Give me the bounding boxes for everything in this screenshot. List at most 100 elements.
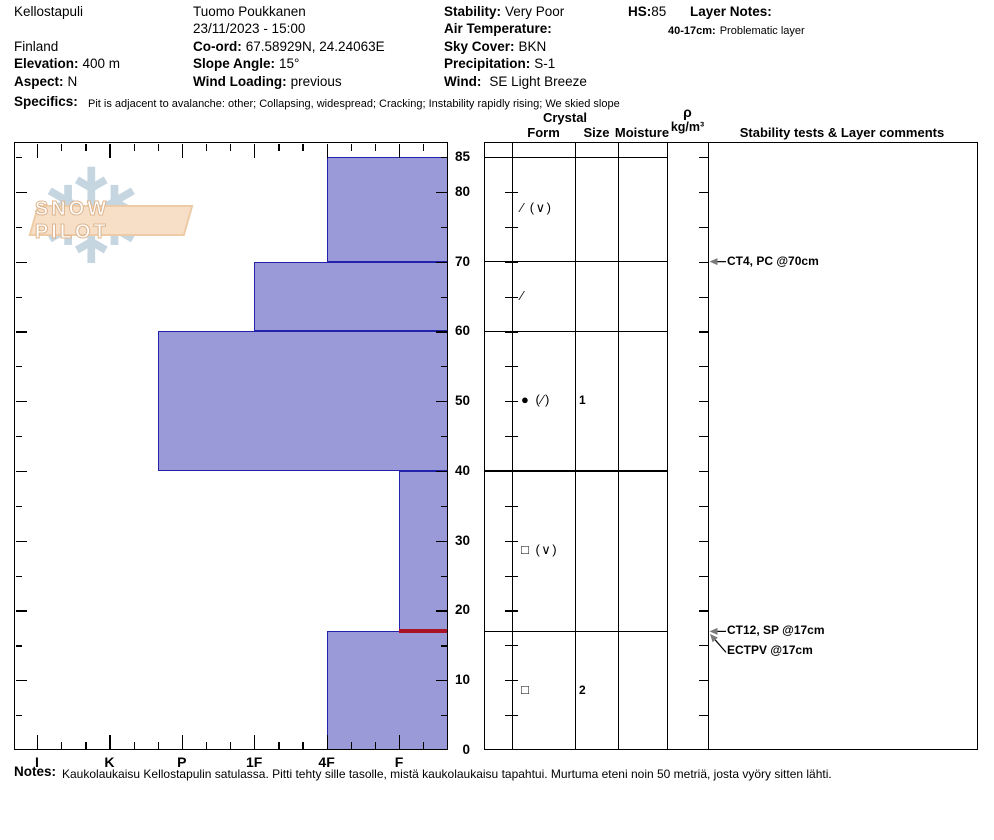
depth-axis-tick: [15, 680, 27, 682]
wind-loading: Wind Loading: previous: [193, 74, 342, 89]
density-depth-tick: [699, 191, 708, 193]
snow-height: HS:85: [628, 4, 667, 19]
stability-test-label: CT4, PC @70cm: [727, 253, 819, 268]
depth-axis-tick: [15, 401, 27, 403]
grid-depth-tick: [505, 296, 518, 298]
hardness-axis-tick: [181, 734, 184, 749]
depth-axis-tick: [435, 540, 447, 542]
depth-axis-tick: [435, 680, 447, 682]
depth-axis-tick: [440, 366, 447, 368]
grid-depth-tick: [505, 470, 518, 473]
stability-rating: Stability: Very Poor: [444, 4, 565, 19]
slope-angle: Slope Angle: 15°: [193, 56, 300, 71]
hardness-axis-tick: [61, 741, 63, 749]
grid-layer-boundary-line: [484, 630, 667, 632]
hardness-axis-label: P: [177, 754, 187, 770]
hardness-axis-tick: [399, 734, 401, 749]
depth-axis-tick: [15, 191, 27, 194]
hardness-axis-tick: [37, 143, 39, 158]
hardness-axis-tick: [423, 741, 425, 749]
specifics-label: Specifics:: [14, 94, 78, 109]
grid-depth-tick: [505, 680, 518, 682]
hardness-axis-label: K: [104, 754, 115, 770]
pit-elevation: Elevation: 400 m: [14, 56, 121, 71]
depth-axis-tick: [15, 645, 22, 647]
wind: Wind: SE Light Breeze: [444, 74, 587, 89]
depth-axis-tick: [435, 610, 447, 612]
grid-layer-boundary-line: [484, 156, 667, 158]
depth-axis-tick: [15, 331, 27, 333]
depth-axis-tick: [435, 191, 447, 194]
depth-axis-tick: [440, 296, 447, 298]
depth-axis-label: 60: [454, 323, 470, 339]
hardness-axis-tick: [133, 741, 135, 749]
density-symbol-header: ρ: [683, 104, 692, 120]
grain-form-symbol: □: [521, 681, 531, 697]
layer-data-grid-frame: [484, 142, 978, 750]
failure-plane-line: [399, 629, 448, 633]
density-depth-tick: [699, 366, 708, 368]
density-depth-tick: [699, 261, 708, 263]
hardness-axis-tick: [85, 741, 87, 749]
depth-axis-tick: [440, 505, 447, 507]
grid-depth-tick: [505, 191, 518, 193]
form-column-header: Form: [527, 125, 560, 140]
hardness-axis-tick: [85, 143, 87, 151]
hardness-axis-tick: [399, 143, 401, 158]
depth-axis-label: 70: [454, 253, 470, 269]
density-depth-tick: [699, 575, 708, 577]
depth-axis-tick: [15, 715, 22, 717]
depth-axis-tick: [15, 610, 27, 612]
observer-name: Tuomo Poukkanen: [193, 4, 306, 19]
grain-form-symbol: □ (∨): [521, 542, 559, 558]
grid-depth-tick: [505, 715, 518, 717]
crystal-column-header: Crystal: [542, 110, 588, 125]
depth-axis-tick: [15, 505, 22, 507]
hardness-axis-tick: [302, 143, 304, 151]
hardness-axis-tick: [278, 143, 280, 151]
grid-layer-boundary-line: [484, 261, 667, 263]
density-depth-tick: [699, 157, 708, 159]
hardness-axis-tick: [133, 143, 135, 151]
hardness-axis-tick: [326, 734, 328, 749]
pit-aspect: Aspect: N: [14, 74, 78, 89]
notes-text: Kaukolaukaisu Kellostapulin satulassa. P…: [62, 767, 832, 781]
depth-axis-label: 0: [462, 742, 470, 757]
pit-country: Finland: [14, 39, 59, 54]
density-depth-tick: [699, 610, 708, 612]
snow-layer-bar: [157, 331, 448, 471]
depth-axis-tick: [435, 331, 447, 333]
layer-note: 40-17cm: Problematic layer: [668, 25, 805, 37]
depth-axis-label: 85: [454, 149, 470, 164]
depth-axis-tick: [440, 715, 447, 717]
size-column-header: Size: [583, 125, 610, 140]
hardness-axis-tick: [254, 734, 256, 749]
specifics-text: Pit is adjacent to avalanche: other; Col…: [88, 98, 620, 110]
hardness-axis-tick: [254, 143, 256, 158]
depth-axis-label: 40: [454, 462, 470, 478]
hardness-axis-tick: [278, 741, 280, 749]
hardness-axis-tick: [181, 143, 184, 158]
grid-vertical-line: [512, 142, 513, 750]
grain-form-symbol: ∕ (∨): [521, 200, 553, 216]
density-depth-tick: [699, 715, 708, 717]
grid-depth-tick: [505, 645, 518, 647]
hardness-axis-tick: [326, 143, 328, 158]
hardness-axis-tick: [61, 143, 63, 151]
grid-depth-tick: [505, 157, 518, 159]
grain-form-symbol: ∕: [521, 287, 525, 303]
density-depth-tick: [699, 296, 708, 298]
hardness-axis-tick: [109, 734, 111, 749]
depth-axis-tick: [440, 226, 447, 228]
pit-location: Kellostapuli: [14, 4, 84, 19]
hardness-axis-tick: [302, 741, 304, 749]
grid-layer-boundary-line: [484, 330, 667, 332]
depth-axis-tick: [15, 296, 22, 298]
grid-depth-tick: [505, 261, 518, 263]
hardness-axis-label: I: [35, 754, 39, 770]
stability-tests-column-header: Stability tests & Layer comments: [739, 125, 945, 140]
depth-axis-tick: [15, 226, 22, 228]
air-temperature: Air Temperature:: [444, 21, 552, 36]
depth-axis-label: 20: [454, 602, 470, 618]
